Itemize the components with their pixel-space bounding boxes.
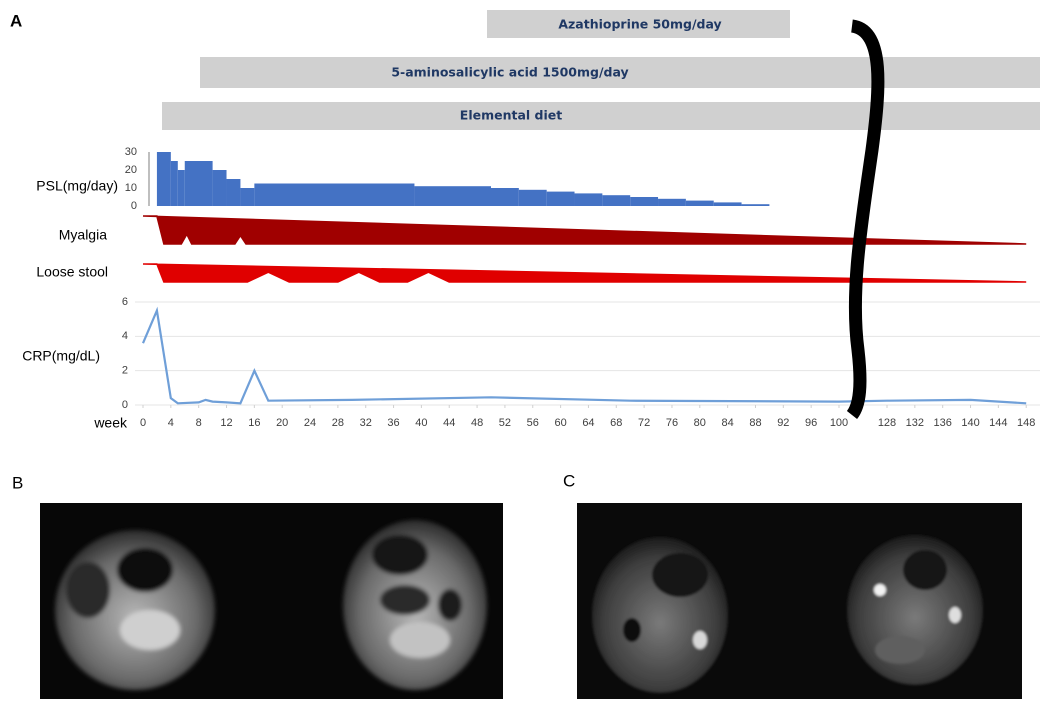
x-tick-label: 136 <box>934 417 952 429</box>
x-tick-label: 72 <box>638 417 650 429</box>
x-tick-label: 84 <box>722 417 734 429</box>
treatment-label: Azathioprine 50mg/day <box>558 17 721 32</box>
x-tick-label: 4 <box>168 417 174 429</box>
x-tick-label: 144 <box>989 417 1007 429</box>
panel-label: A <box>10 11 22 30</box>
bar <box>254 184 414 207</box>
x-tick-label: 48 <box>471 417 483 429</box>
x-tick-label: 0 <box>140 417 146 429</box>
x-tick-label: 88 <box>749 417 761 429</box>
mri-image <box>40 503 503 699</box>
bar <box>213 170 227 206</box>
x-tick-label: 56 <box>527 417 539 429</box>
bar <box>414 186 491 206</box>
x-tick-label: 128 <box>878 417 896 429</box>
y-tick-label: 2 <box>122 365 128 377</box>
bar <box>240 188 254 206</box>
y-tick-label: 6 <box>122 296 128 308</box>
y-axis-label: PSL(mg/day) <box>36 178 118 194</box>
x-tick-label: 52 <box>499 417 511 429</box>
bar <box>630 197 658 206</box>
y-tick-label: 0 <box>131 200 137 212</box>
x-tick-label: 36 <box>387 417 399 429</box>
bar <box>714 202 742 206</box>
x-tick-label: 92 <box>777 417 789 429</box>
treatment-label: Elemental diet <box>460 108 562 123</box>
y-tick-label: 0 <box>122 399 128 411</box>
x-tick-label: 16 <box>248 417 260 429</box>
x-tick-label: 24 <box>304 417 316 429</box>
x-tick-label: 132 <box>906 417 924 429</box>
x-tick-label: 80 <box>694 417 706 429</box>
y-axis-label: Loose stool <box>36 264 108 280</box>
treatment-bar <box>162 102 1040 130</box>
y-tick-label: 10 <box>125 182 137 194</box>
bar <box>227 179 241 206</box>
x-tick-label: 64 <box>582 417 594 429</box>
mri-image <box>577 503 1022 699</box>
panel-label: C <box>563 471 575 490</box>
bar <box>742 204 770 206</box>
bar <box>602 195 630 206</box>
x-tick-label: 140 <box>961 417 979 429</box>
x-tick-label: 96 <box>805 417 817 429</box>
bar <box>575 193 603 206</box>
x-tick-label: 20 <box>276 417 288 429</box>
bar <box>171 161 178 206</box>
symptom-area <box>143 264 1026 282</box>
y-axis-label: CRP(mg/dL) <box>22 348 100 364</box>
figure: A B C Azathioprine 50mg/day 5-aminosalic… <box>0 0 1040 699</box>
x-axis-label: week <box>93 415 128 431</box>
bar <box>157 152 171 206</box>
bar <box>491 188 519 206</box>
bar <box>519 190 547 206</box>
y-tick-label: 20 <box>125 164 137 176</box>
x-tick-label: 28 <box>332 417 344 429</box>
x-tick-label: 8 <box>196 417 202 429</box>
x-tick-label: 68 <box>610 417 622 429</box>
y-tick-label: 30 <box>125 146 137 158</box>
bar <box>178 170 185 206</box>
x-tick-label: 12 <box>220 417 232 429</box>
treatment-label: 5-aminosalicylic acid 1500mg/day <box>391 65 628 80</box>
x-tick-label: 60 <box>554 417 566 429</box>
x-tick-label: 44 <box>443 417 455 429</box>
symptom-area <box>143 216 1026 244</box>
x-tick-label: 40 <box>415 417 427 429</box>
x-tick-label: 32 <box>360 417 372 429</box>
x-tick-label: 100 <box>830 417 848 429</box>
bar <box>658 199 686 206</box>
x-tick-label: 148 <box>1017 417 1035 429</box>
bar <box>185 161 213 206</box>
y-tick-label: 4 <box>122 330 128 342</box>
x-tick-label: 76 <box>666 417 678 429</box>
y-axis-label: Myalgia <box>59 227 107 243</box>
panel-label: B <box>12 473 23 492</box>
data-line <box>143 311 1026 404</box>
bar <box>547 192 575 206</box>
bar <box>686 201 714 206</box>
